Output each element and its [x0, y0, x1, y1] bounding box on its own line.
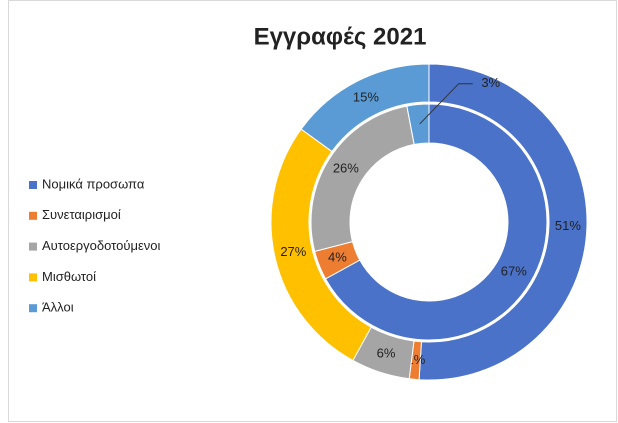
data-label: 6% [377, 346, 396, 361]
data-label: 67% [501, 264, 527, 279]
donut-segment [300, 63, 430, 153]
donut-segment [406, 103, 430, 145]
data-label: 51% [555, 218, 581, 233]
chart-title: Εγγραφές 2021 [254, 23, 427, 50]
legend-swatch [29, 242, 37, 251]
donut-segment [418, 63, 588, 381]
legend-label: Συνεταιρισμοί [42, 207, 121, 222]
legend-swatch [29, 304, 37, 313]
legend-swatch [29, 181, 37, 189]
data-label: 15% [353, 90, 379, 105]
data-label: 3% [481, 75, 500, 90]
legend-swatch [29, 211, 37, 220]
data-label: 26% [333, 161, 359, 176]
legend-label: Μισθωτοί [42, 269, 96, 284]
legend-swatch [29, 273, 37, 282]
legend-label: Άλλοι [42, 300, 74, 315]
legend-label: Αυτοεργοδοτούμενοι [42, 238, 160, 253]
leader-line [419, 83, 473, 125]
donut-segment [324, 103, 548, 341]
legend-label: Νομικά προσωπα [42, 176, 145, 191]
data-label: 27% [280, 244, 306, 259]
data-label: 4% [328, 250, 347, 265]
